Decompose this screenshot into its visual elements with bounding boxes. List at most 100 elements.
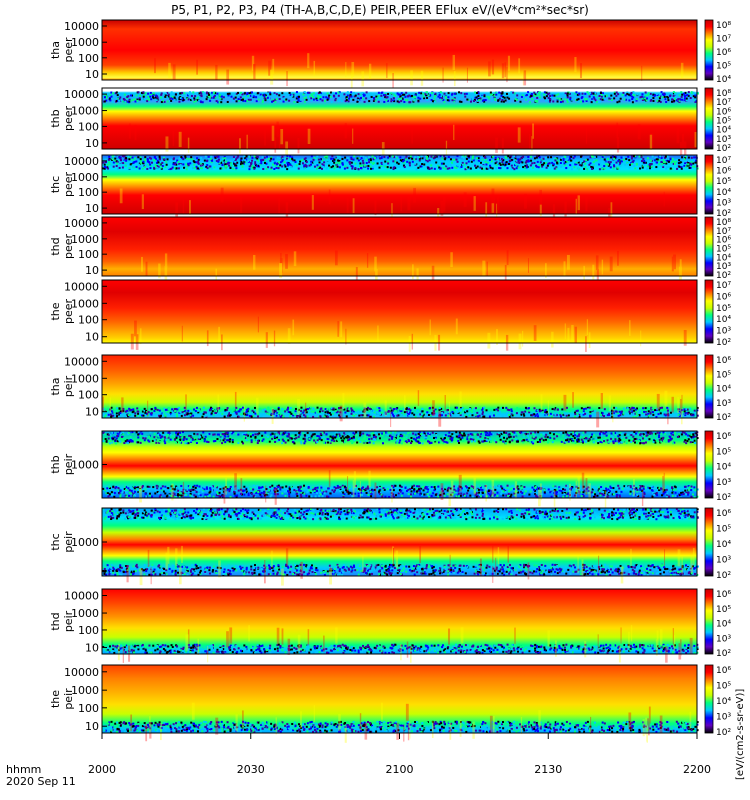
panel-thc_peir: 1000 thc peir 10² 10³ 10⁴ 10⁵ 10⁶	[49, 507, 731, 586]
noise-thc_peer	[102, 155, 699, 171]
colorbar-thd_peir	[704, 588, 714, 655]
ytick-label: 1000	[71, 297, 99, 310]
panel-frame-the_peer	[101, 279, 698, 344]
panel-label-product: peer	[62, 106, 75, 132]
ytick-label: 10000	[64, 280, 99, 293]
ytick-label: 10	[85, 68, 99, 81]
colorbar-tick-label: 10⁸	[716, 21, 731, 31]
ytick-label: 1000	[71, 171, 99, 184]
ytick-label: 10000	[64, 355, 99, 368]
colorbar-tick-label: 10⁷	[716, 98, 731, 108]
panel-label-product: peir	[62, 531, 75, 553]
colorbar-tick-label: 10²	[716, 144, 731, 154]
streaks-thc_peir	[126, 545, 695, 586]
colorbar-tick-label: 10³	[716, 262, 731, 272]
colorbar-tick-label: 10⁴	[716, 315, 731, 325]
panel-frame-thc_peer	[101, 154, 698, 215]
colorbar-tick-label: 10⁶	[716, 236, 731, 246]
ytick-label: 100	[78, 702, 99, 715]
colorbar-tick-label: 10⁵	[716, 117, 731, 127]
ytick-label: 1000	[71, 536, 99, 549]
ytick-label: 10000	[64, 666, 99, 679]
streaks-tha_peir	[102, 390, 683, 428]
panel-label-product: peir	[62, 453, 75, 475]
streaks-thc_peer	[119, 187, 665, 223]
spectrogram-tha_peir	[102, 355, 697, 418]
colorbar-tick-label: 10²	[716, 571, 731, 581]
ytick-label: 100	[78, 120, 99, 133]
colorbar-tick-label: 10⁸	[716, 89, 731, 99]
panel-tha_peir: 10000 1000 100 10 tha peir 10² 10³ 10⁴ 10⁵ 10⁶	[49, 354, 731, 428]
colorbar-tick-label: 10⁵	[716, 304, 731, 314]
panel-label-product: peer	[62, 234, 75, 260]
panel-label-probe: thb	[49, 455, 62, 473]
colorbar-tick-label: 10³	[716, 135, 731, 145]
streaks-thb_peir	[139, 470, 665, 508]
colorbar-thb_peir	[704, 430, 714, 499]
figure-title: P5, P1, P2, P3, P4 (TH-A,B,C,D,E) PEIR,P…	[171, 3, 589, 17]
colorbar-tick-label: 10⁵	[716, 245, 731, 255]
spectrogram-thd_peer	[102, 217, 697, 276]
ytick-label: 10	[85, 720, 99, 733]
colorbar-thb_peer	[704, 87, 714, 150]
colorbar-tick-label: 10³	[716, 327, 731, 337]
colorbar-tick-label: 10³	[716, 478, 731, 488]
ytick-label: 100	[78, 52, 99, 65]
noise-the_peir	[102, 720, 699, 733]
colorbar-tick-label: 10⁷	[716, 35, 731, 45]
panel-label-probe: the	[49, 302, 62, 320]
colorbar-tick-label: 10⁷	[716, 227, 731, 237]
colorbar-tick-label: 10⁵	[716, 605, 731, 615]
colorbar-tick-label: 10⁴	[716, 620, 731, 630]
ytick-label: 100	[78, 624, 99, 637]
colorbar-tick-label: 10⁶	[716, 167, 731, 177]
panel-label-probe: the	[49, 690, 62, 708]
ytick-label: 100	[78, 248, 99, 261]
colorbar-tick-label: 10⁵	[716, 177, 731, 187]
colorbar-tick-label: 10⁵	[716, 682, 731, 692]
colorbar-tick-label: 10⁵	[716, 62, 731, 72]
xtick-label: 2000	[88, 763, 116, 776]
colorbar-tick-label: 10²	[716, 271, 731, 281]
panel-label-product: peer	[62, 37, 75, 63]
colorbar-tick-label: 10³	[716, 399, 731, 409]
colorbar-tick-label: 10⁸	[716, 218, 731, 228]
colorbar-tick-label: 10³	[716, 634, 731, 644]
panel-thb_peir: 1000 thb peir 10² 10³ 10⁴ 10⁵ 10⁶	[49, 430, 731, 508]
ytick-label: 10000	[64, 20, 99, 33]
colorbar-tick-label: 10⁵	[716, 370, 731, 380]
colorbar-tick-label: 10³	[716, 713, 731, 723]
panel-thd_peir: 10000 1000 100 10 thd peir 10² 10³ 10⁴ 10⁵ 10⁶	[49, 588, 731, 663]
panel-frame-tha_peer	[101, 19, 698, 81]
colorbar-tick-label: 10²	[716, 493, 731, 503]
time-axis-label-date: 2020 Sep 11	[6, 775, 76, 788]
colorbar-tick-label: 10⁴	[716, 75, 731, 85]
panel-label-product: peir	[62, 375, 75, 397]
panel-label-probe: thc	[49, 176, 62, 193]
ytick-label: 10	[85, 331, 99, 344]
noise-tha_peir	[102, 406, 699, 418]
colorbar-thd_peer	[704, 216, 714, 277]
colorbar-tick-label: 10²	[716, 413, 731, 423]
colorbar-thc_peir	[704, 507, 714, 577]
spectrogram-tha_peer	[102, 20, 697, 80]
colorbar-tick-label: 10⁴	[716, 697, 731, 707]
colorbar-tick-label: 10²	[716, 728, 731, 738]
spectrogram-thd_peir	[102, 589, 697, 654]
colorbar-tick-label: 10⁶	[716, 590, 731, 600]
colorbar-tick-label: 10⁷	[716, 156, 731, 166]
xtick-label: 2200	[683, 763, 711, 776]
colorbar-tick-label: 10⁴	[716, 385, 731, 395]
ytick-label: 100	[78, 389, 99, 402]
panel-label-probe: thb	[49, 109, 62, 127]
ytick-label: 10000	[64, 155, 99, 168]
ytick-label: 1000	[71, 607, 99, 620]
colorbar-tick-label: 10⁶	[716, 509, 731, 519]
panel-thb_peer: 10000 1000 100 10 thb peer 10²10³10⁴10⁵10⁶10⁷1…	[49, 87, 731, 158]
panel-label-probe: tha	[49, 41, 62, 59]
colorbar-tick-label: 10⁴	[716, 463, 731, 473]
ytick-label: 100	[78, 186, 99, 199]
ytick-label: 1000	[71, 36, 99, 49]
